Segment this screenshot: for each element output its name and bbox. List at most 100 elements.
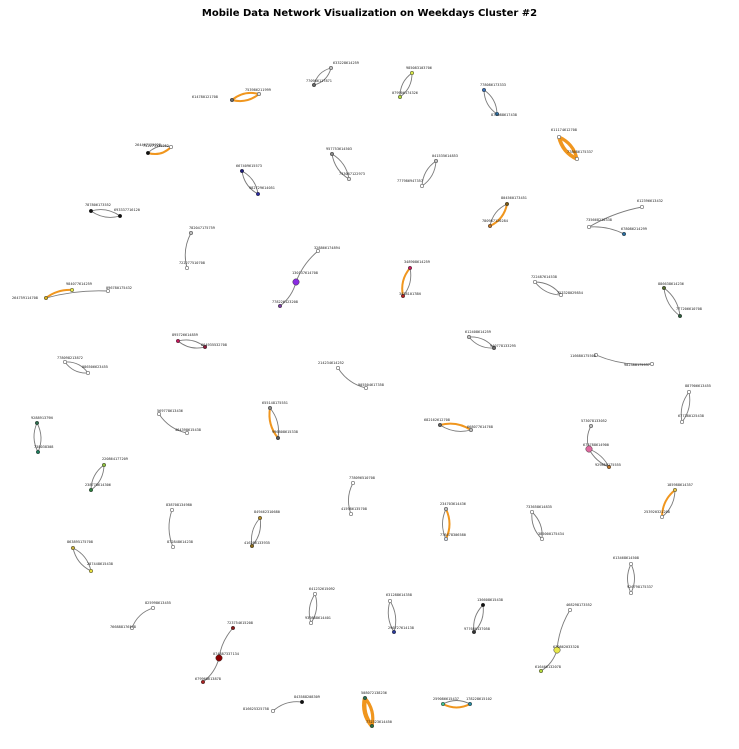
network-node bbox=[34, 420, 40, 426]
edge bbox=[534, 281, 562, 296]
node-label: 940778133295 bbox=[490, 344, 516, 348]
node-label: 185988614357 bbox=[667, 483, 693, 487]
node-label: 079906174326 bbox=[392, 91, 418, 95]
node-label: 614780121708 bbox=[192, 95, 218, 99]
node-label: 778686175337 bbox=[567, 150, 593, 154]
node-label: 682162612708 bbox=[424, 418, 450, 422]
network-node bbox=[308, 620, 314, 626]
network-node bbox=[312, 591, 318, 597]
node-label: 613468614508 bbox=[613, 556, 639, 560]
node-label: 738038308 bbox=[34, 445, 53, 449]
edge bbox=[401, 267, 411, 297]
network-node bbox=[628, 561, 634, 567]
component-40: 631288614358 296727614138 bbox=[386, 593, 414, 635]
network-node bbox=[88, 208, 94, 214]
network-node bbox=[553, 646, 561, 654]
node-label: 074887337134 bbox=[213, 652, 239, 656]
edge bbox=[588, 206, 643, 228]
node-label: 778098213872 bbox=[57, 356, 83, 360]
node-label: 508072138236 bbox=[361, 691, 387, 695]
network-node bbox=[659, 514, 665, 520]
node-label: 957753614503 bbox=[326, 147, 352, 151]
edge bbox=[310, 593, 318, 624]
node-label: 234703614436 bbox=[440, 502, 466, 506]
node-label: 086506623455 bbox=[82, 365, 108, 369]
component-9: 041535614853 777986947357 bbox=[397, 154, 458, 189]
network-node bbox=[88, 487, 94, 493]
node-label: 348908614259 bbox=[404, 260, 430, 264]
node-label: 838708134980 bbox=[166, 503, 192, 507]
node-label: 678086214299 bbox=[621, 227, 647, 231]
network-node bbox=[101, 462, 107, 468]
component-21: 895726614859 664935532708 bbox=[172, 333, 227, 350]
network-node bbox=[419, 183, 425, 189]
network-node bbox=[437, 422, 443, 428]
node-label: 612408614259 bbox=[465, 330, 491, 334]
edge bbox=[588, 226, 625, 235]
edge bbox=[272, 701, 303, 712]
edge bbox=[337, 367, 367, 389]
component-39: 641232615092 939888614401 bbox=[305, 587, 335, 626]
node-label: 220864177209 bbox=[102, 457, 128, 461]
network-node bbox=[400, 293, 406, 299]
network-node bbox=[471, 629, 477, 635]
network-node bbox=[43, 295, 49, 301]
network-node bbox=[661, 285, 667, 291]
node-label: 136608615438 bbox=[477, 598, 503, 602]
node-label: 886638614236 bbox=[658, 282, 684, 286]
node-label: 804560173451 bbox=[501, 196, 527, 200]
edge bbox=[90, 210, 121, 218]
node-label: 612396613432 bbox=[637, 199, 663, 203]
node-label: 264467125928 bbox=[135, 143, 161, 147]
network-node bbox=[556, 134, 562, 140]
edge bbox=[468, 336, 495, 349]
network-node bbox=[494, 111, 500, 117]
edge bbox=[158, 413, 188, 434]
node-label: 895726614859 bbox=[172, 333, 198, 337]
edge bbox=[348, 482, 354, 515]
node-label: 616466132078 bbox=[535, 665, 561, 669]
node-label: 787806173552 bbox=[85, 203, 111, 207]
edge bbox=[442, 508, 447, 540]
edge bbox=[534, 281, 562, 296]
node-label: 753986211999 bbox=[245, 88, 271, 92]
node-label: 253920321208 bbox=[644, 510, 670, 514]
edge bbox=[558, 135, 579, 160]
network-node bbox=[433, 158, 439, 164]
node-label: 116680175508 bbox=[570, 354, 596, 358]
node-label: 573078133052 bbox=[581, 419, 607, 423]
node-label: 673788614900 bbox=[583, 443, 609, 447]
component-24: 887906613455 677380125438 bbox=[678, 384, 711, 425]
network-node bbox=[529, 509, 535, 515]
node-label: 928891379N bbox=[31, 416, 53, 420]
network-node bbox=[188, 230, 194, 236]
network-node bbox=[593, 352, 599, 358]
component-4: 753986211999 614780121708 bbox=[192, 88, 271, 103]
node-label: 416286133935 bbox=[244, 541, 270, 545]
network-node bbox=[105, 288, 111, 294]
network-node bbox=[407, 265, 413, 271]
edge bbox=[45, 288, 73, 299]
network-node bbox=[70, 545, 76, 551]
node-label: 722487614538 bbox=[531, 275, 557, 279]
edge bbox=[556, 609, 571, 651]
network-node bbox=[117, 213, 123, 219]
network-node bbox=[487, 223, 493, 229]
node-label: 328866174894 bbox=[314, 246, 340, 250]
node-label: 732273131252 bbox=[143, 144, 169, 148]
edge bbox=[362, 697, 374, 728]
node-label: 693337716120 bbox=[114, 208, 140, 212]
node-label: 977680137058 bbox=[464, 627, 490, 631]
edge bbox=[661, 489, 676, 518]
component-38: 613468614508 926798175337 bbox=[613, 556, 653, 596]
edge bbox=[595, 354, 653, 365]
component-11: 804560173451 780987120284 bbox=[482, 196, 527, 229]
component-26: 569778613436 464398615438 bbox=[156, 409, 201, 436]
network-node bbox=[443, 506, 449, 512]
network-node bbox=[409, 70, 415, 76]
node-label: 287448615438 bbox=[87, 562, 113, 566]
network-node bbox=[170, 544, 176, 550]
component-29: 573078133052 673788614900 929858175555 bbox=[581, 419, 621, 470]
network-node bbox=[85, 370, 91, 376]
component-19: 612408614259 940778133295 bbox=[465, 330, 516, 351]
